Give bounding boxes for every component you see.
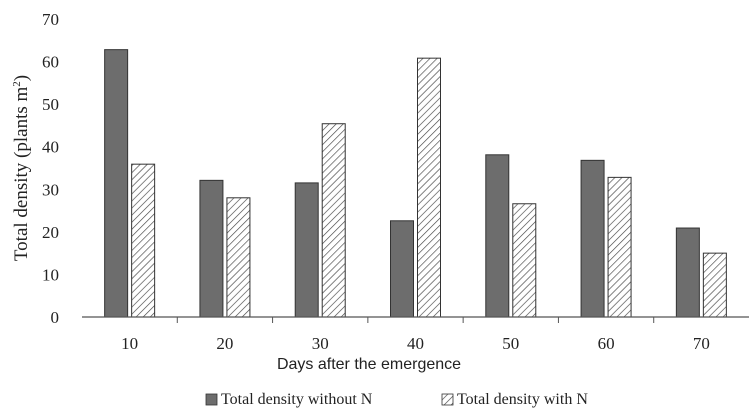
bar-with-n [321,123,346,318]
bar-without-n [675,227,700,318]
x-tick-label: 40 [407,334,424,353]
legend-swatch-without-n [205,393,218,406]
y-axis-ticks: 0 10 20 30 40 50 60 70 [42,10,59,327]
bar-with-n [131,163,156,318]
bar-without-n [199,179,224,318]
x-tick-label: 50 [502,334,519,353]
bar-with-n [607,176,632,318]
y-tick-label: 60 [42,53,59,72]
bar-without-n [485,154,510,318]
y-tick-label: 0 [51,308,60,327]
bar-without-n [390,220,414,318]
bar-without-n [104,49,129,318]
x-tick-label: 30 [312,334,329,353]
y-tick-label: 20 [42,223,59,242]
x-tick-label: 10 [121,334,138,353]
y-axis-title: Total density (plants m2) [11,75,32,261]
legend-label-with-n: Total density with N [457,391,588,408]
x-axis-title: Days after the emergence [277,356,461,373]
legend: Total density without N Total density wi… [205,391,588,408]
y-tick-label: 30 [42,180,59,199]
y-tick-label: 70 [42,10,59,29]
bar-with-n [417,57,441,318]
bar-with-n [226,197,251,318]
x-tick-label: 20 [216,334,233,353]
y-tick-label: 10 [42,265,59,284]
x-tick-label: 70 [693,334,710,353]
bar-with-n [512,203,537,318]
bars [104,49,727,318]
y-tick-label: 50 [42,95,59,114]
legend-swatch-with-n [441,393,454,406]
x-tick-label: 60 [598,334,615,353]
bar-without-n [580,159,605,318]
x-axis-ticks: 10 20 30 40 50 60 70 [121,317,710,353]
y-tick-label: 40 [42,138,59,157]
bar-without-n [294,182,319,318]
bar-with-n [702,252,727,318]
legend-label-without-n: Total density without N [221,391,373,408]
